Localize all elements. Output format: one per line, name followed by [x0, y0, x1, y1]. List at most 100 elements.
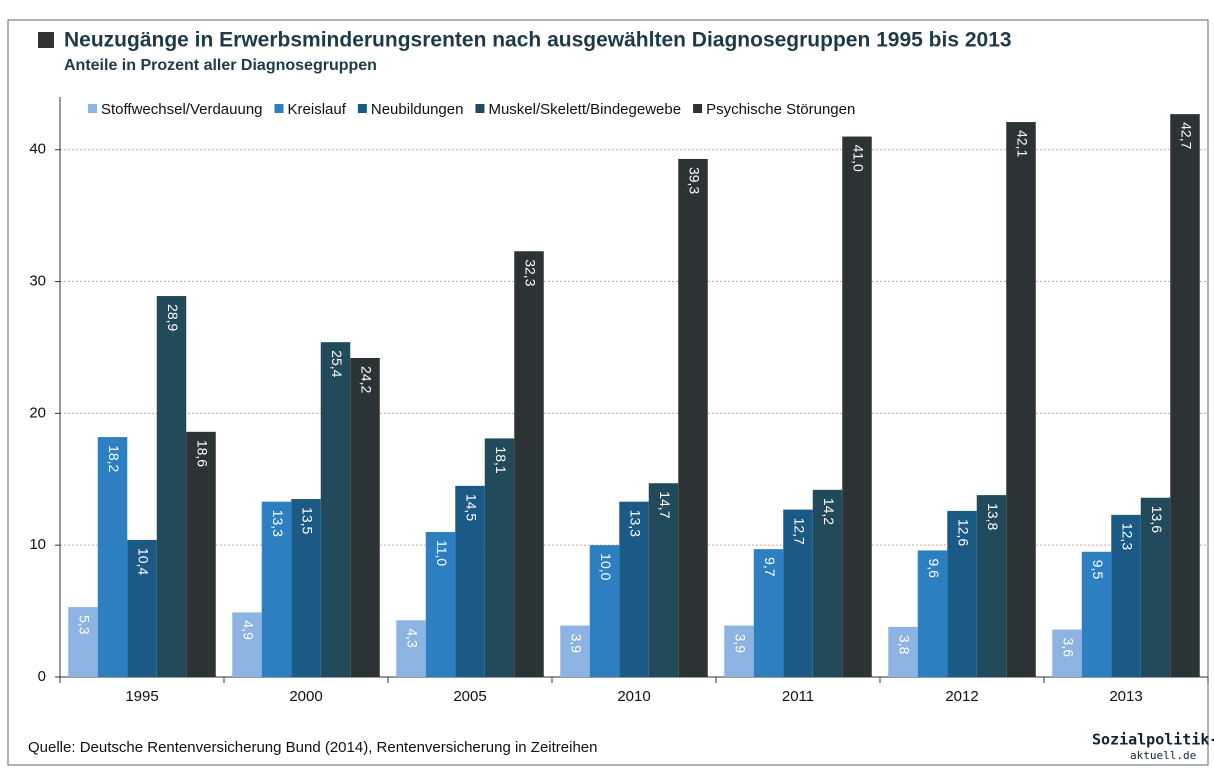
- value-label: 32,3: [522, 259, 538, 286]
- source: Quelle: Deutsche Rentenversicherung Bund…: [28, 739, 598, 756]
- value-label: 18,2: [106, 445, 122, 472]
- value-label: 4,3: [404, 628, 420, 648]
- x-tick-label: 2013: [1109, 688, 1142, 705]
- bar: [753, 549, 784, 677]
- bar: [396, 620, 426, 677]
- legend-label: Muskel/Skelett/Bindegewebe: [488, 101, 681, 118]
- x-tick-label: 2010: [617, 688, 650, 705]
- bar: [917, 550, 948, 677]
- bar: [976, 495, 1007, 677]
- bar: [648, 483, 679, 677]
- logo: aktuell.de: [1130, 749, 1196, 762]
- value-label: 41,0: [850, 145, 866, 172]
- value-label: 14,7: [657, 491, 673, 518]
- value-label: 12,6: [955, 519, 971, 546]
- bar: [1170, 114, 1200, 678]
- logo: Sozialpolitik-: [1092, 731, 1214, 749]
- legend-swatch: [88, 104, 97, 113]
- value-label: 10,0: [598, 553, 614, 580]
- x-tick-label: 1995: [125, 688, 158, 705]
- value-label: 3,9: [732, 634, 748, 654]
- x-tick-label: 2005: [453, 688, 486, 705]
- x-tick-label: 2012: [945, 688, 978, 705]
- value-label: 12,7: [791, 518, 807, 545]
- chart-title: Neuzugänge in Erwerbsminderungsrenten na…: [64, 29, 1012, 52]
- value-label: 3,6: [1060, 638, 1076, 658]
- bar: [261, 501, 292, 677]
- y-tick-label: 0: [38, 668, 46, 685]
- value-label: 39,3: [686, 167, 702, 194]
- value-label: 11,0: [434, 540, 450, 566]
- value-label: 13,3: [270, 510, 286, 537]
- bar: [156, 296, 187, 677]
- bar: [484, 438, 515, 677]
- value-label: 25,4: [329, 350, 345, 377]
- value-label: 12,3: [1119, 523, 1135, 550]
- bar: [812, 489, 843, 677]
- bar: [1140, 497, 1171, 677]
- value-label: 14,2: [821, 498, 837, 525]
- legend-swatch: [274, 104, 284, 113]
- value-label: 18,6: [194, 440, 210, 467]
- value-label: 13,6: [1149, 506, 1165, 533]
- y-tick-label: 40: [29, 141, 46, 158]
- value-label: 10,4: [135, 548, 151, 575]
- chart-subtitle: Anteile in Prozent aller Diagnosegruppen: [64, 57, 377, 74]
- bar: [842, 136, 872, 677]
- legend-swatch: [357, 104, 367, 113]
- bar: [232, 612, 262, 677]
- bar: [455, 485, 485, 677]
- y-tick-label: 20: [29, 404, 46, 421]
- bar: [1052, 629, 1082, 677]
- value-label: 13,3: [627, 510, 643, 537]
- legend-label: Stoffwechsel/Verdauung: [101, 101, 263, 118]
- bar: [186, 431, 216, 677]
- value-label: 14,5: [463, 494, 479, 521]
- title-marker: [38, 32, 54, 48]
- value-label: 5,3: [76, 615, 92, 635]
- value-label: 4,9: [240, 620, 256, 640]
- x-tick-label: 2000: [289, 688, 322, 705]
- bar: [1081, 551, 1112, 677]
- value-label: 18,1: [493, 446, 509, 473]
- y-tick-label: 10: [29, 536, 46, 553]
- bar: [783, 509, 813, 677]
- value-label: 42,7: [1178, 122, 1194, 149]
- value-label: 9,5: [1090, 560, 1106, 580]
- bar: [1006, 122, 1036, 677]
- bar: [320, 342, 351, 677]
- bar: [425, 532, 456, 677]
- legend-label: Neubildungen: [371, 101, 464, 118]
- bar: [68, 607, 98, 677]
- frame: [7, 19, 1209, 766]
- legend-label: Kreislauf: [288, 101, 347, 118]
- bar: [350, 358, 380, 677]
- bar: [560, 625, 590, 677]
- legend-swatch: [693, 104, 703, 113]
- value-label: 3,9: [568, 634, 584, 654]
- value-label: 3,8: [896, 635, 912, 655]
- value-label: 28,9: [165, 304, 181, 331]
- value-label: 13,8: [985, 503, 1001, 530]
- bar: [678, 158, 708, 678]
- bar: [97, 437, 128, 677]
- bar: [619, 501, 649, 677]
- bar: [291, 499, 321, 677]
- bar: [127, 539, 157, 677]
- value-label: 24,2: [358, 366, 374, 393]
- bar: [724, 625, 754, 677]
- legend-swatch: [475, 104, 485, 113]
- value-label: 42,1: [1014, 130, 1030, 157]
- bar: [947, 510, 977, 677]
- value-label: 9,6: [926, 558, 942, 578]
- bar: [589, 545, 620, 677]
- y-tick-label: 30: [29, 273, 46, 290]
- bar: [514, 251, 544, 677]
- x-tick-label: 2011: [782, 688, 814, 705]
- bar: [1111, 514, 1141, 677]
- bar: [888, 626, 918, 677]
- legend-label: Psychische Störungen: [706, 101, 855, 118]
- value-label: 9,7: [762, 557, 778, 577]
- value-label: 13,5: [299, 507, 315, 534]
